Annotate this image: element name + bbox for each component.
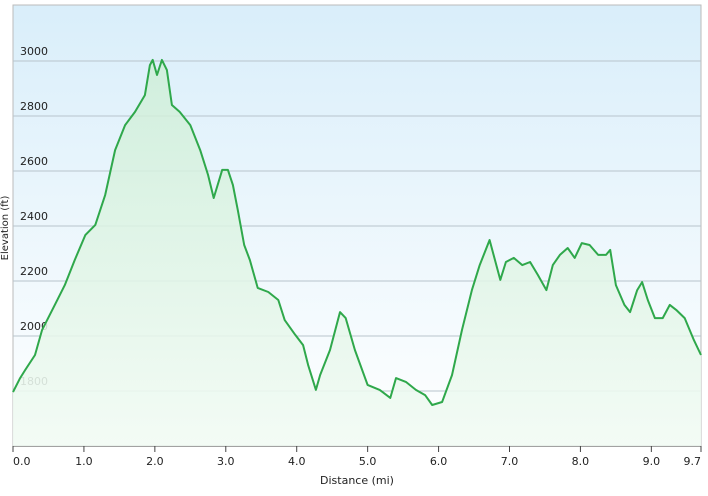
x-tick-label: 9.0 (643, 455, 661, 468)
x-tick-label: 7.0 (501, 455, 519, 468)
line (12, 58, 702, 406)
y-tick-label: 2800 (20, 100, 48, 113)
x-tick-label: 8.0 (572, 455, 590, 468)
area (13, 59, 701, 447)
x-tick-label: 1.0 (75, 455, 93, 468)
y-tick-label: 2000 (20, 320, 48, 333)
y-tick-label: 2400 (20, 210, 48, 223)
y-tick-label: 2600 (20, 155, 48, 168)
y-axis-label: Elevation (ft) (0, 196, 11, 261)
y-tick-label: 2200 (20, 265, 48, 278)
x-tick-label: 3.0 (217, 455, 235, 468)
x-tick-label: 5.0 (359, 455, 377, 468)
x-tick-label: 4.0 (288, 455, 306, 468)
x-tick-label: 9.7 (684, 455, 702, 468)
x-tick-label: 6.0 (430, 455, 448, 468)
y-tick-label: 3000 (20, 45, 48, 58)
x-tick-label: 2.0 (146, 455, 164, 468)
x-tick-label: 0.0 (13, 455, 31, 468)
x-axis-label: Distance (mi) (320, 474, 394, 487)
